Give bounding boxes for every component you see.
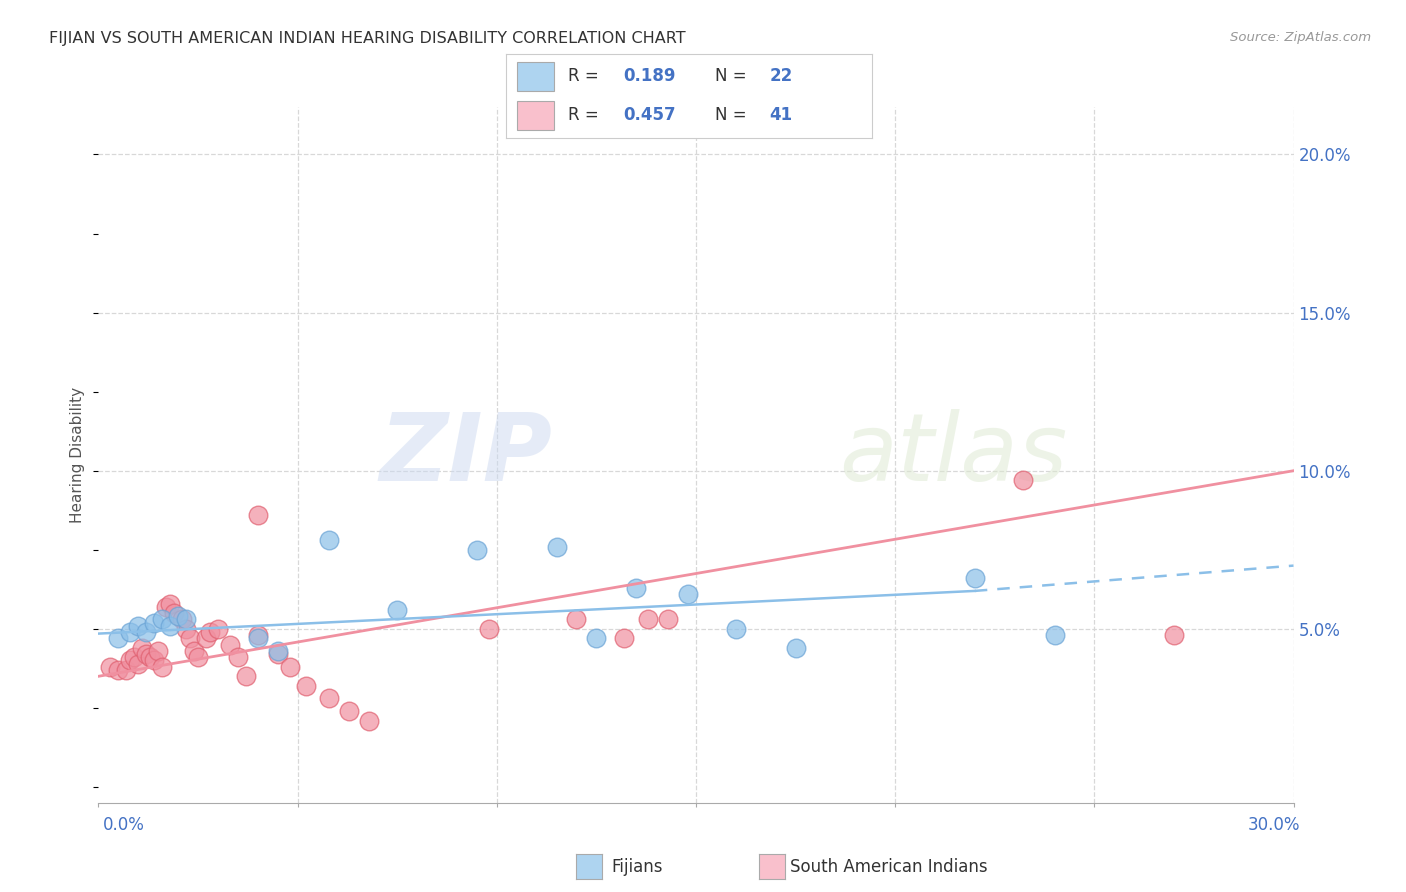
Text: 0.457: 0.457 <box>623 106 676 124</box>
Point <box>226 650 249 665</box>
Text: ZIP: ZIP <box>380 409 553 501</box>
Point <box>135 647 157 661</box>
Text: 0.189: 0.189 <box>623 68 676 86</box>
Point <box>195 632 218 646</box>
Point <box>174 622 197 636</box>
Text: 0.0%: 0.0% <box>103 816 145 834</box>
Point <box>637 612 659 626</box>
Text: 30.0%: 30.0% <box>1249 816 1301 834</box>
Point <box>613 632 636 646</box>
Point <box>318 691 340 706</box>
Point <box>155 599 177 614</box>
Text: Fijians: Fijians <box>612 858 664 876</box>
Point <box>127 618 149 632</box>
Point <box>246 508 269 522</box>
Point <box>963 571 986 585</box>
Point <box>150 612 173 626</box>
Text: South American Indians: South American Indians <box>790 858 988 876</box>
Point <box>1011 473 1033 487</box>
Point <box>219 638 242 652</box>
Point <box>139 650 162 665</box>
Point <box>167 609 190 624</box>
Text: 22: 22 <box>769 68 793 86</box>
Point <box>159 597 181 611</box>
Point <box>1163 628 1185 642</box>
Point <box>1043 628 1066 642</box>
Point <box>124 650 146 665</box>
Point <box>207 622 229 636</box>
Point <box>546 540 568 554</box>
Text: N =: N = <box>714 106 751 124</box>
Point <box>150 660 173 674</box>
Point <box>174 612 197 626</box>
Text: R =: R = <box>568 106 605 124</box>
Point <box>135 625 157 640</box>
Point <box>294 679 316 693</box>
Point <box>100 660 122 674</box>
Point <box>187 650 209 665</box>
Point <box>465 542 488 557</box>
Point <box>585 632 607 646</box>
Point <box>785 640 807 655</box>
Point <box>120 625 142 640</box>
Text: FIJIAN VS SOUTH AMERICAN INDIAN HEARING DISABILITY CORRELATION CHART: FIJIAN VS SOUTH AMERICAN INDIAN HEARING … <box>49 31 686 46</box>
Point <box>478 622 501 636</box>
Point <box>131 640 153 655</box>
Point <box>148 644 170 658</box>
Point <box>127 657 149 671</box>
Point <box>172 612 194 626</box>
Text: N =: N = <box>714 68 751 86</box>
Point <box>267 647 290 661</box>
Point <box>385 603 409 617</box>
Point <box>267 644 290 658</box>
Point <box>183 644 205 658</box>
Point <box>626 581 648 595</box>
Point <box>565 612 588 626</box>
Point <box>107 632 129 646</box>
Point <box>246 632 269 646</box>
Point <box>278 660 301 674</box>
Point <box>359 714 381 728</box>
Point <box>115 663 138 677</box>
Text: atlas: atlas <box>839 409 1067 500</box>
Point <box>246 628 269 642</box>
Point <box>179 632 201 646</box>
Point <box>159 618 181 632</box>
Point <box>120 653 142 667</box>
Point <box>724 622 747 636</box>
FancyBboxPatch shape <box>517 101 554 130</box>
Y-axis label: Hearing Disability: Hearing Disability <box>70 387 86 523</box>
Text: 41: 41 <box>769 106 793 124</box>
Point <box>235 669 257 683</box>
Point <box>318 533 340 548</box>
Text: Source: ZipAtlas.com: Source: ZipAtlas.com <box>1230 31 1371 45</box>
Point <box>143 653 166 667</box>
Point <box>676 587 699 601</box>
Point <box>107 663 129 677</box>
Text: R =: R = <box>568 68 605 86</box>
Point <box>198 625 221 640</box>
Point <box>657 612 679 626</box>
Point <box>143 615 166 630</box>
Point <box>163 606 186 620</box>
FancyBboxPatch shape <box>517 62 554 91</box>
Point <box>339 704 360 718</box>
